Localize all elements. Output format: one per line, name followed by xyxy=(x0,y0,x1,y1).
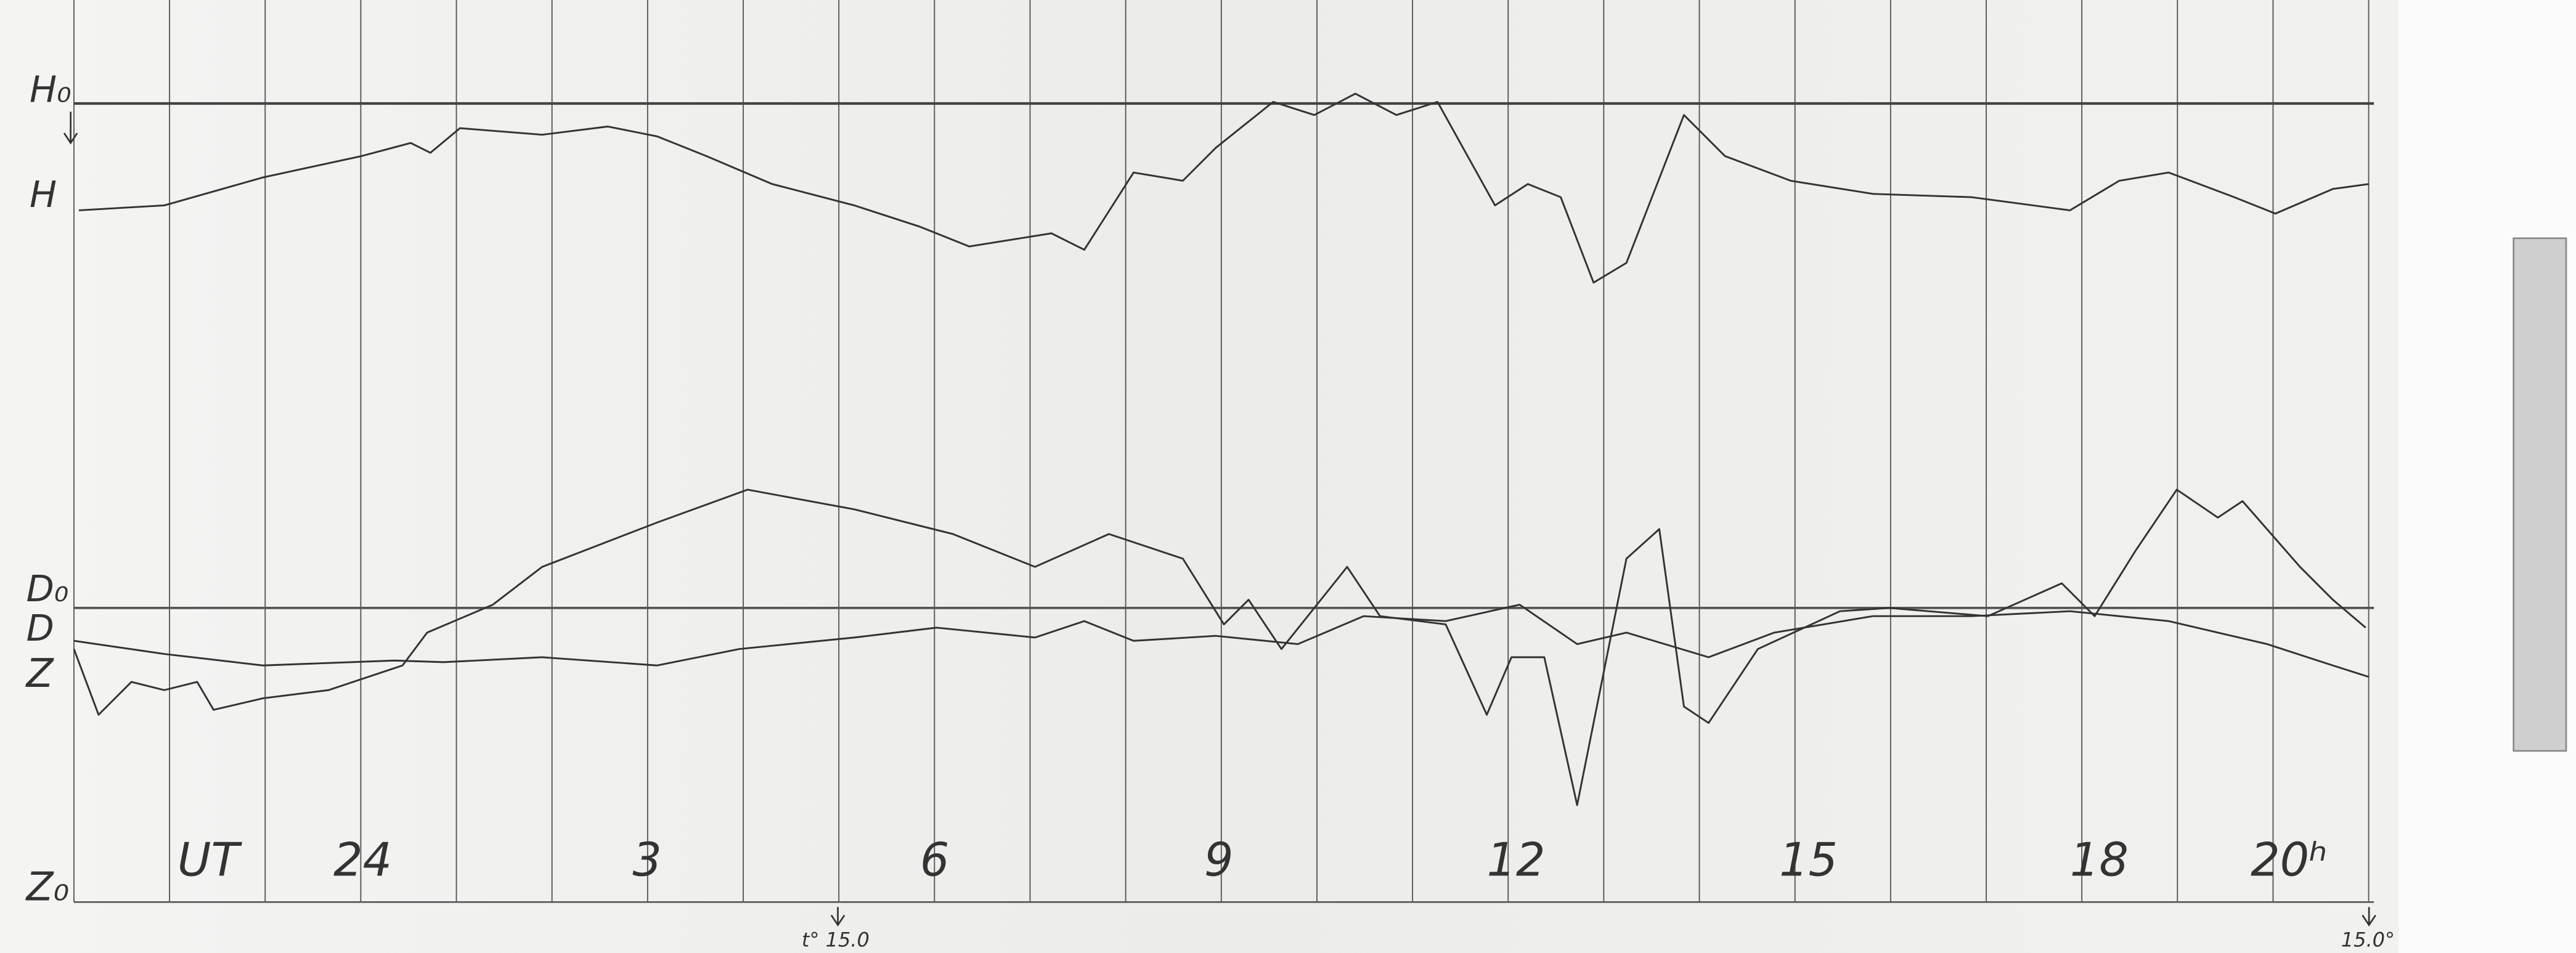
start-temperature: t° 15.0 xyxy=(802,928,870,951)
chart-paper xyxy=(0,0,2399,953)
h-base-label: H₀ xyxy=(30,68,71,110)
hour-grid xyxy=(73,0,2370,902)
hour-label: 20ʰ xyxy=(2251,833,2328,887)
hour-label: 18 xyxy=(2070,833,2129,887)
z-base-label: Z₀ xyxy=(25,865,69,910)
hour-labels: 24 3 6 9 12 15 18 20ʰ xyxy=(333,833,2328,887)
hour-label: 3 xyxy=(632,833,661,887)
d-trace xyxy=(73,489,2366,806)
hour-label: 9 xyxy=(1204,833,1233,887)
z-label: Z xyxy=(25,651,54,697)
hour-label: 6 xyxy=(920,833,949,887)
time-unit: UT xyxy=(177,833,243,887)
h-trace xyxy=(78,92,2370,284)
d-base-label: D₀ xyxy=(26,568,69,610)
arrow xyxy=(2362,907,2376,927)
end-temperature: 15.0° xyxy=(2341,928,2395,951)
z-trace xyxy=(73,604,2370,678)
hour-label: 12 xyxy=(1487,833,1546,887)
hour-label: 15 xyxy=(1779,833,1838,887)
hour-label: 24 xyxy=(333,833,392,887)
arrow xyxy=(63,112,78,145)
arrow xyxy=(830,907,846,927)
d-label: D xyxy=(26,607,54,649)
film-strip xyxy=(2513,237,2567,752)
h-label: H xyxy=(30,174,57,216)
